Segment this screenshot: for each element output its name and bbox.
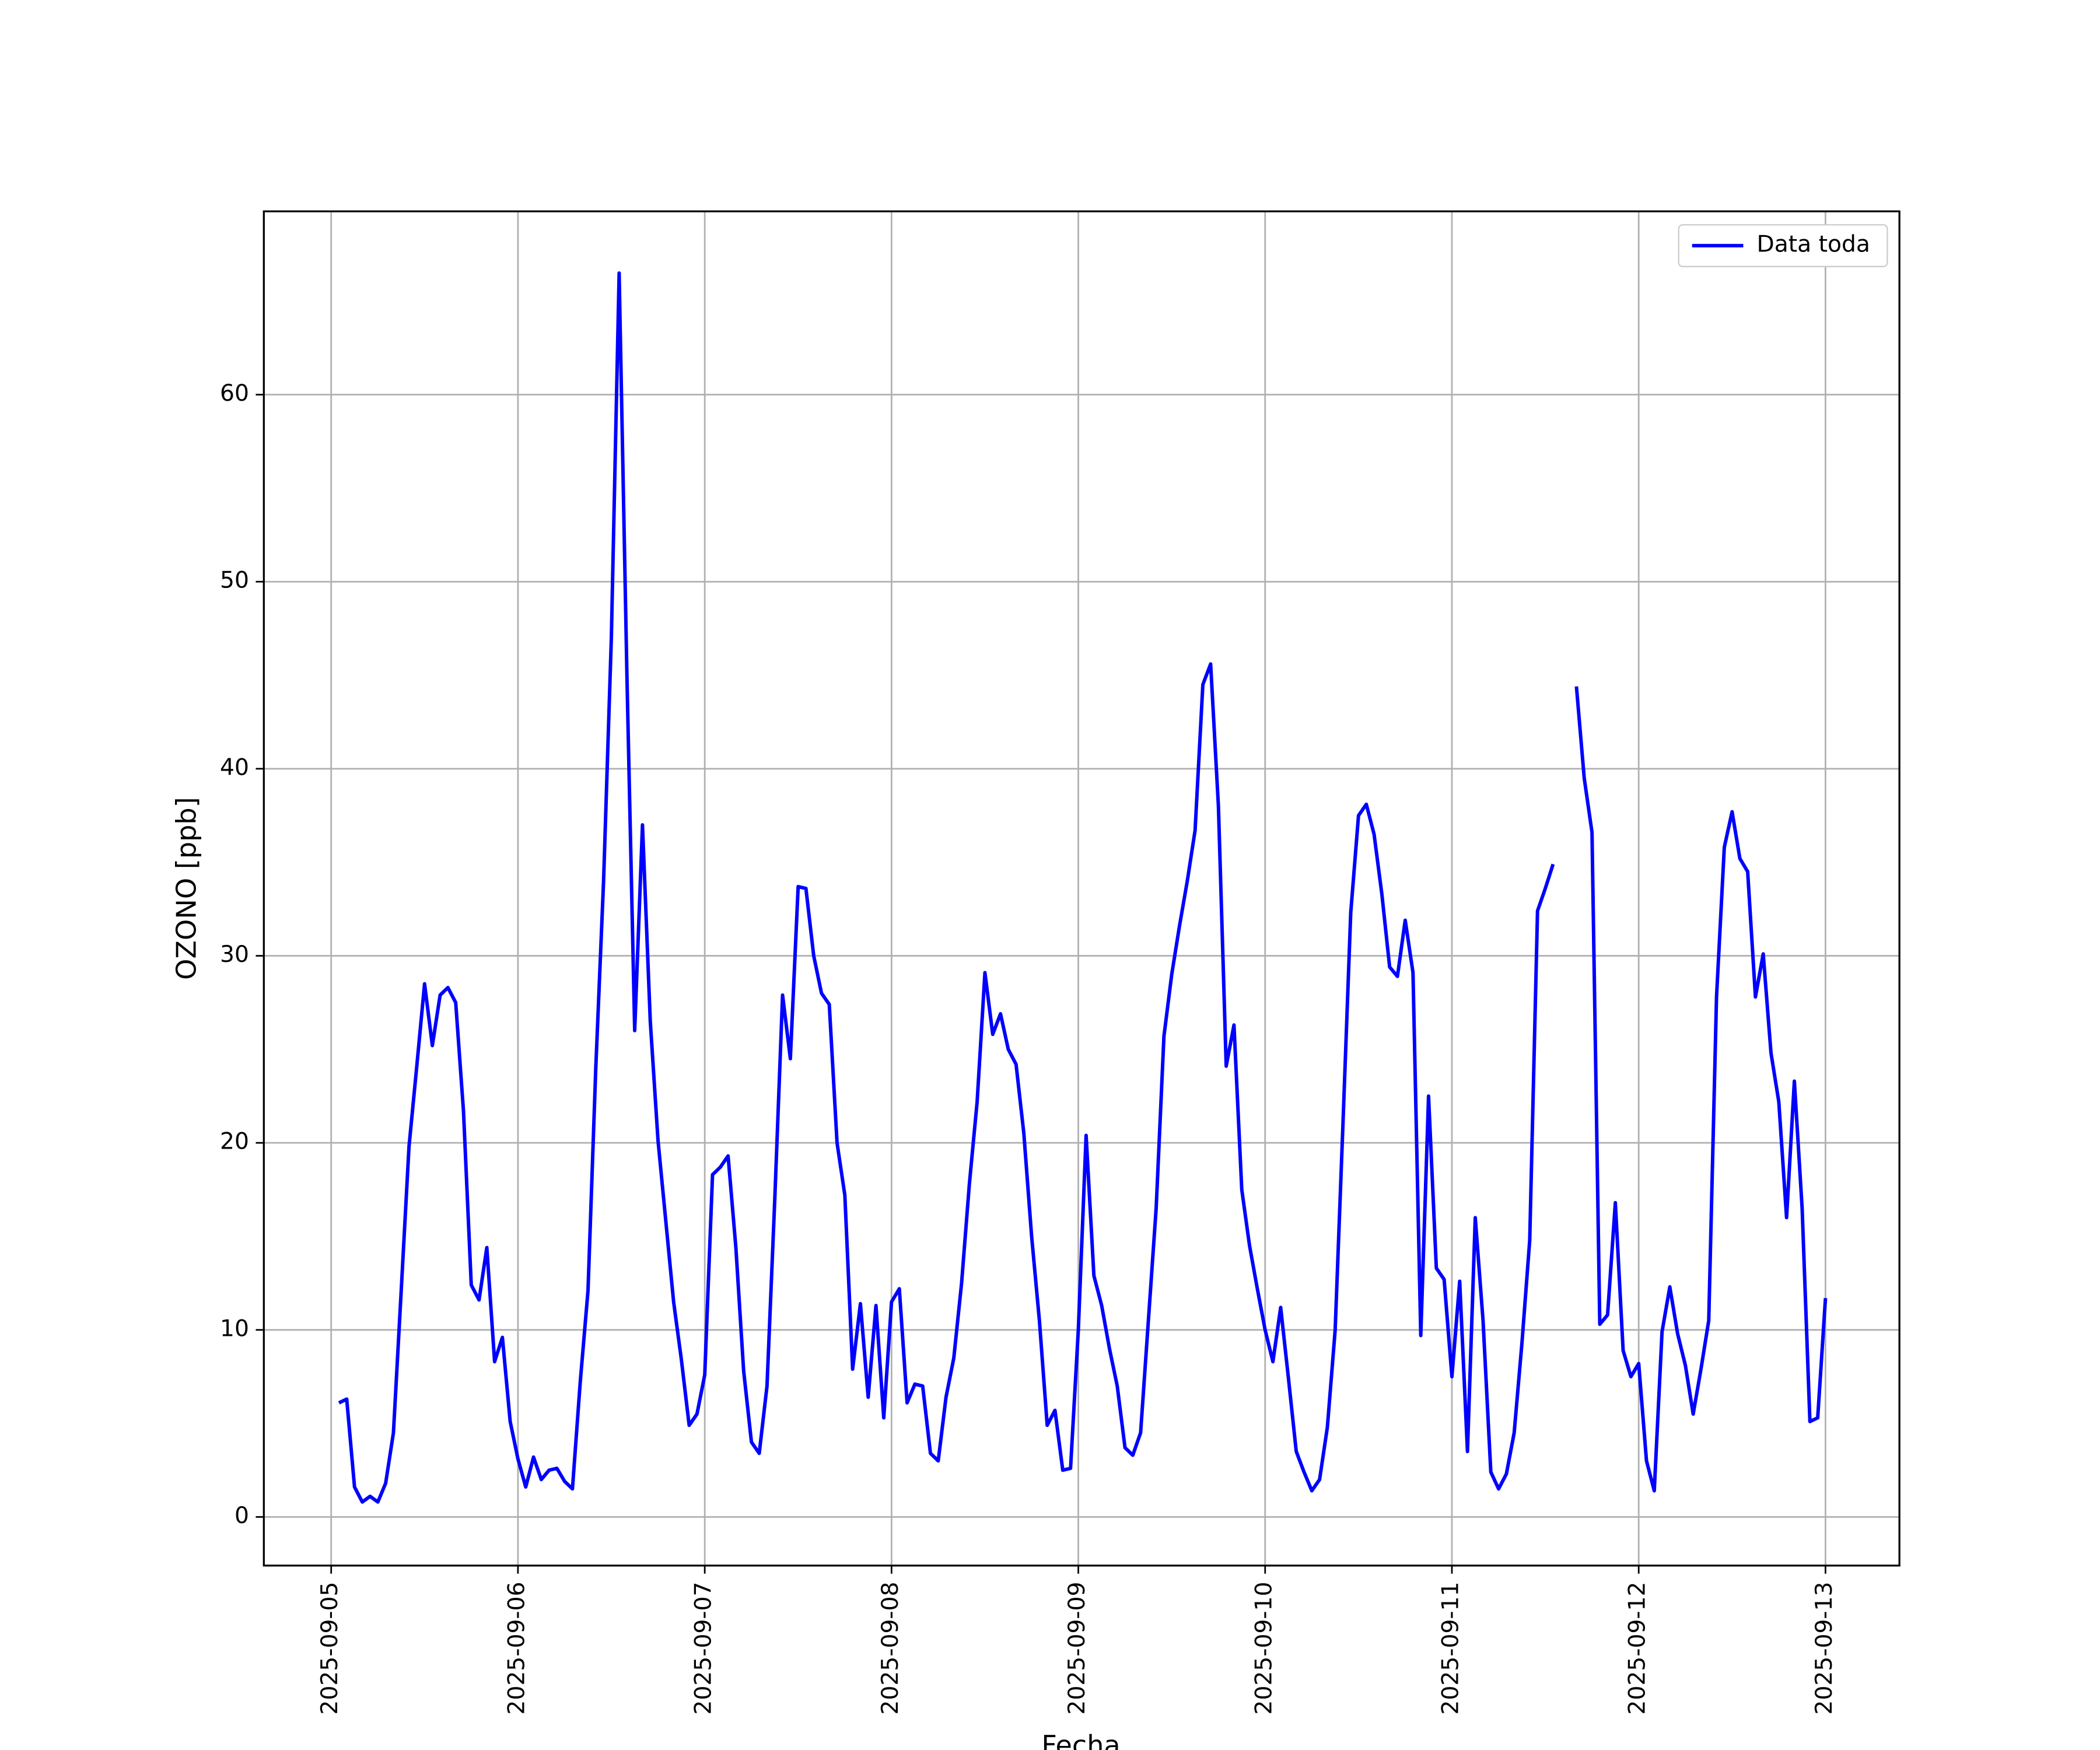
plot-area [338,271,1828,1504]
legend-box [1678,224,1888,268]
y-axis-label: OZONO [ppb] [171,797,202,980]
ticks: 0 10 20 30 40 50 60 2025-09-05 2025-09-06 2025-09… [220,380,1838,1714]
x-tick-label: 2025-09-07 [691,1582,717,1715]
x-axis-label: Fecha [1041,1730,1120,1750]
data-line [338,271,1828,1504]
y-tick-label: 0 [235,1503,249,1529]
x-tick-label: 2025-09-13 [1811,1582,1838,1715]
x-tick-label: 2025-09-08 [877,1582,904,1715]
x-tick-label: 2025-09-09 [1064,1582,1090,1715]
axes-frame [262,210,1901,1567]
legend: Data toda [1678,224,1888,268]
y-tick-label: 60 [220,380,249,407]
x-tick-label: 2025-09-06 [503,1582,530,1715]
x-tick-label: 2025-09-05 [317,1582,343,1715]
x-tick-label: 2025-09-11 [1437,1582,1464,1715]
y-tick-label: 50 [220,568,249,594]
legend-label: Data toda [1757,232,1870,258]
x-tick-label: 2025-09-12 [1625,1582,1651,1715]
x-tick-label: 2025-09-10 [1251,1582,1277,1715]
y-tick-label: 10 [220,1315,249,1342]
y-tick-label: 40 [220,754,249,780]
y-tick-label: 30 [220,942,249,968]
y-tick-label: 20 [220,1129,249,1155]
